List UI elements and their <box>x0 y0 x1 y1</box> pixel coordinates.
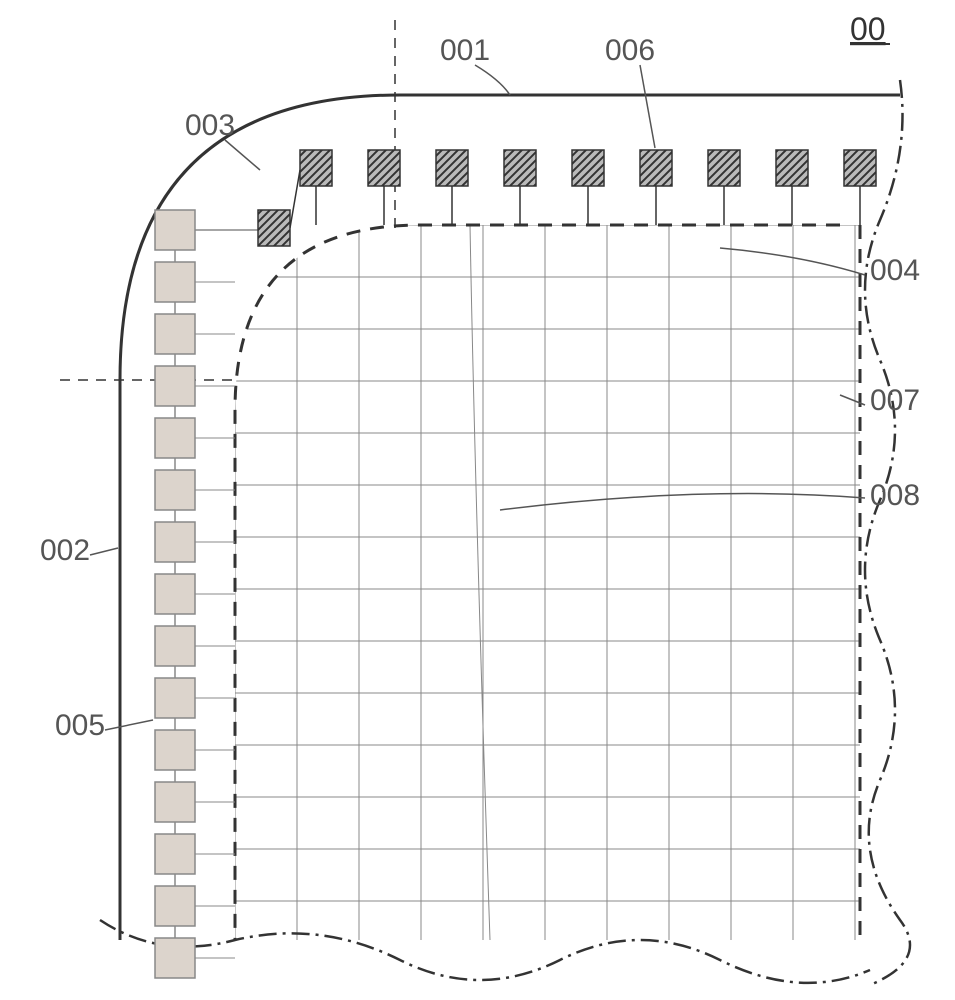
top-pad <box>776 150 808 186</box>
label-002: 002 <box>40 534 90 567</box>
left-pad <box>155 730 195 770</box>
label-001: 001 <box>440 34 490 67</box>
label-006: 006 <box>605 34 655 67</box>
corner-connector-2 <box>290 170 300 228</box>
corner-pad <box>258 210 290 246</box>
top-pad <box>368 150 400 186</box>
label-007: 007 <box>870 384 920 417</box>
label-003: 003 <box>185 109 235 142</box>
left-pad <box>155 938 195 978</box>
left-pad <box>155 782 195 822</box>
left-pad <box>155 834 195 874</box>
left-pad <box>155 886 195 926</box>
left-pad <box>155 678 195 718</box>
leader-005 <box>105 720 153 730</box>
break-line-1 <box>100 920 870 983</box>
label-005: 005 <box>55 709 105 742</box>
top-pad <box>436 150 468 186</box>
outer-boundary <box>120 95 900 940</box>
inner-dashed-boundary <box>235 225 840 940</box>
leader-003 <box>225 140 260 170</box>
label-004: 004 <box>870 254 920 287</box>
left-pad <box>155 210 195 250</box>
leader-006 <box>640 65 655 148</box>
left-pad <box>155 314 195 354</box>
left-pad <box>155 522 195 562</box>
top-pad <box>708 150 740 186</box>
left-pad <box>155 418 195 458</box>
top-pad <box>300 150 332 186</box>
top-pad <box>572 150 604 186</box>
top-pad <box>504 150 536 186</box>
left-pad <box>155 262 195 302</box>
top-pad <box>640 150 672 186</box>
left-pad <box>155 366 195 406</box>
pixel-grid <box>235 225 860 953</box>
leader-008 <box>500 494 865 510</box>
figure-title: 00 <box>850 11 886 47</box>
left-pad <box>155 626 195 666</box>
label-008: 008 <box>870 479 920 512</box>
left-pad <box>155 470 195 510</box>
center-trace-008 <box>470 225 490 940</box>
break-line-0 <box>865 80 910 985</box>
top-pad <box>844 150 876 186</box>
leader-001 <box>475 65 510 95</box>
leader-002 <box>90 548 118 555</box>
left-pad <box>155 574 195 614</box>
